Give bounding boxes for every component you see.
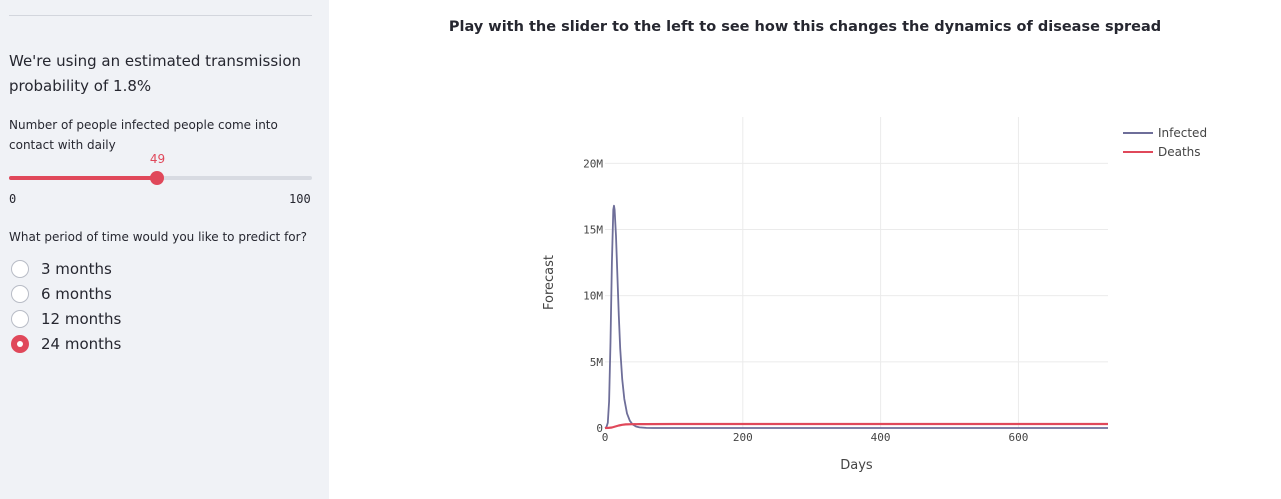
sidebar-divider [9, 15, 312, 16]
radio-circle-icon[interactable] [11, 284, 29, 303]
y-tick-label: 15M [583, 223, 603, 236]
x-tick-label: 200 [733, 431, 753, 444]
y-axis-title: Forecast [542, 255, 557, 310]
radio-circle-icon[interactable] [11, 259, 29, 278]
contact-slider-value: 49 [149, 152, 166, 166]
legend-label-deaths: Deaths [1158, 145, 1201, 159]
x-tick-label: 400 [871, 431, 891, 444]
slider-min-label: 0 [9, 192, 17, 206]
radio-circle-icon[interactable] [11, 309, 29, 328]
x-axis-title: Days [840, 458, 873, 473]
period-option-label: 24 months [41, 334, 122, 353]
period-option[interactable]: 6 months [9, 281, 121, 306]
page-heading: Play with the slider to the left to see … [448, 19, 1162, 35]
x-tick-label: 0 [602, 431, 609, 444]
period-option-label: 12 months [41, 309, 122, 328]
series-line-infected [604, 204, 1108, 429]
transmission-probability-text: We're using an estimated transmission pr… [9, 52, 302, 95]
contact-slider-label: Number of people infected people come in… [9, 118, 278, 152]
period-option[interactable]: 12 months [9, 306, 121, 331]
slider-max-label: 100 [289, 192, 311, 206]
y-tick-label: 20M [583, 157, 603, 170]
period-option-label: 6 months [41, 284, 112, 303]
y-tick-label: 10M [583, 290, 603, 303]
period-option-label: 3 months [41, 259, 112, 278]
series-line-deaths [604, 422, 1108, 430]
x-tick-label: 600 [1008, 431, 1028, 444]
contact-slider[interactable] [9, 171, 312, 185]
legend-label-infected: Infected [1158, 126, 1207, 140]
period-radio-label: What period of time would you like to pr… [9, 230, 307, 244]
y-tick-label: 5M [590, 356, 604, 369]
radio-circle-icon[interactable] [11, 334, 29, 353]
period-option[interactable]: 3 months [9, 256, 121, 281]
slider-thumb[interactable] [150, 171, 165, 185]
slider-fill [9, 176, 158, 180]
period-option[interactable]: 24 months [9, 331, 121, 356]
sidebar: We're using an estimated transmission pr… [0, 0, 329, 499]
period-radio-group: 3 months 6 months 12 months 24 months [9, 256, 121, 356]
y-tick-label: 0 [596, 422, 603, 435]
